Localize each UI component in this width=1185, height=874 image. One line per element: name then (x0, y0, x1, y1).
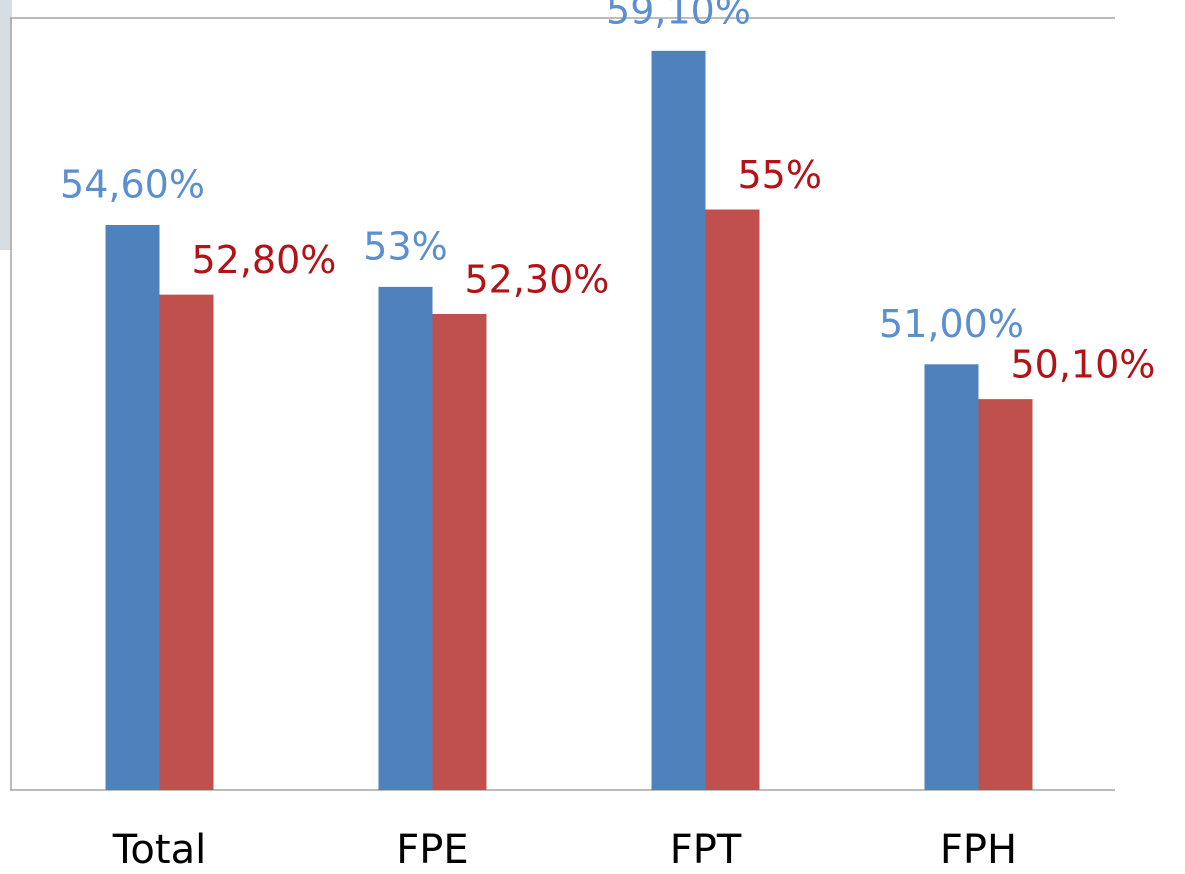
data-label: 51,00% (879, 302, 1024, 346)
left-edge-fragment (0, 0, 12, 250)
bar (978, 399, 1033, 790)
x-tick-label: FPT (670, 827, 742, 873)
data-label: 59,10% (606, 0, 751, 32)
x-tick-label: FPE (396, 827, 468, 873)
bar (651, 50, 706, 790)
bar (432, 313, 487, 790)
bar (705, 209, 760, 790)
data-label: 54,60% (60, 162, 205, 206)
data-label: 52,80% (192, 238, 337, 282)
bar (159, 294, 214, 790)
bar (924, 364, 979, 790)
data-label: 52,30% (465, 257, 610, 301)
x-tick-label: Total (112, 827, 206, 873)
x-tick-label: FPH (940, 827, 1017, 873)
bar (105, 224, 160, 791)
bar (378, 286, 433, 790)
data-label: 50,10% (1011, 343, 1156, 387)
data-label: 55% (738, 153, 822, 197)
data-label: 53% (363, 224, 447, 268)
